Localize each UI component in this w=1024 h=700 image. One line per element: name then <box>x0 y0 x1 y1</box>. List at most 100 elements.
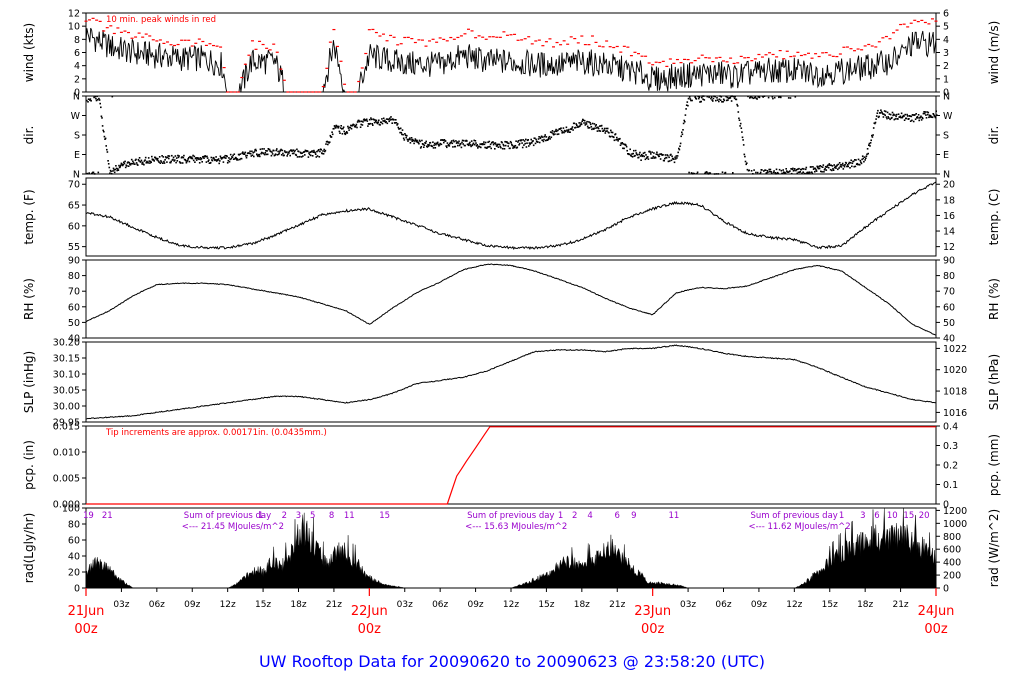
temp-ytick-right-label: 12 <box>943 242 955 253</box>
dir-point <box>265 150 267 152</box>
dir-point <box>258 153 260 156</box>
dir-point <box>832 169 835 171</box>
dir-point <box>810 166 812 168</box>
dir-point <box>193 155 196 158</box>
dir-point <box>132 160 134 163</box>
dir-point <box>97 171 100 174</box>
dir-point <box>395 122 398 124</box>
dir-point <box>233 153 236 155</box>
dir-point <box>645 157 648 159</box>
dir-point <box>744 155 746 158</box>
dir-point <box>288 150 291 152</box>
dir-point <box>837 163 840 166</box>
dir-point <box>687 97 690 100</box>
dir-point <box>573 122 576 125</box>
dir-point <box>563 129 566 132</box>
dir-point <box>470 140 473 142</box>
dir-point <box>889 118 891 121</box>
time-tick-label: 21z <box>892 600 908 610</box>
dir-point <box>469 141 471 144</box>
dir-point <box>455 142 458 144</box>
dir-point <box>517 140 520 142</box>
dir-point <box>412 138 414 141</box>
dir-point <box>464 144 466 147</box>
dir-point <box>704 172 706 175</box>
dir-point <box>905 117 908 120</box>
wind-ytick-left-label: 10 <box>68 22 80 33</box>
dir-point <box>582 119 585 121</box>
dir-point <box>862 157 865 160</box>
dir-point <box>633 149 635 152</box>
dir-point <box>389 119 392 121</box>
dir-point <box>280 148 282 151</box>
dir-point <box>525 146 528 148</box>
dir-point <box>140 159 143 162</box>
dir-point <box>483 141 485 143</box>
dir-point <box>634 154 636 157</box>
dir-point <box>101 117 103 119</box>
dir-point <box>924 111 927 113</box>
dir-point <box>818 165 820 168</box>
slp-ytick-right-label: 1018 <box>943 387 967 398</box>
rad-ytick-left-label: 80 <box>68 520 80 531</box>
dir-point <box>804 172 806 175</box>
dir-point <box>673 161 676 164</box>
rad-top-hour-label: 1 <box>258 511 263 521</box>
dir-point <box>339 127 342 129</box>
dir-point <box>466 140 468 142</box>
pcp-ytick-right-label: 0.3 <box>943 441 958 452</box>
dir-point <box>664 157 666 160</box>
dir-point <box>322 153 325 155</box>
dir-point <box>914 118 917 120</box>
dir-point <box>674 156 676 159</box>
dir-point <box>301 152 304 154</box>
dir-point <box>355 123 358 126</box>
dir-point <box>668 156 670 159</box>
dir-point <box>736 103 738 106</box>
dir-point <box>906 113 908 116</box>
dir-point <box>605 127 608 130</box>
dir-point <box>94 95 97 98</box>
dir-point <box>783 171 785 173</box>
dir-point <box>93 173 96 175</box>
dir-point <box>733 97 736 100</box>
dir-point <box>361 124 364 126</box>
dir-point <box>658 155 661 157</box>
dir-point <box>200 158 202 161</box>
dir-point <box>446 142 449 144</box>
rad-top-hour-label: 4 <box>587 511 592 521</box>
dir-point <box>781 172 784 175</box>
dir-point <box>809 171 811 174</box>
dir-point <box>588 127 591 129</box>
rad-top-hour-label: 6 <box>615 511 620 521</box>
dir-point <box>531 142 533 144</box>
dir-point <box>566 129 568 131</box>
dir-point <box>915 113 917 115</box>
dir-point <box>778 168 781 171</box>
dir-point <box>114 168 117 171</box>
dir-point <box>457 144 459 147</box>
dir-point <box>242 151 244 153</box>
dir-point <box>936 114 938 116</box>
dir-point <box>508 142 510 145</box>
dir-point <box>637 156 640 159</box>
dir-point <box>141 161 144 164</box>
dir-point <box>295 154 298 156</box>
dir-point <box>552 133 555 136</box>
dir-point <box>321 152 324 155</box>
dir-point <box>821 166 824 168</box>
dir-point <box>820 170 822 173</box>
time-tick-label: 18z <box>857 600 873 610</box>
dir-point <box>834 166 836 169</box>
dir-point <box>530 138 532 141</box>
dir-point <box>412 139 415 142</box>
dir-point <box>409 137 411 139</box>
dir-point <box>334 127 337 129</box>
dir-point <box>500 146 502 149</box>
dir-point <box>120 164 122 167</box>
dir-point <box>827 164 829 166</box>
dir-point <box>724 171 727 174</box>
dir-point <box>370 117 372 119</box>
dir-point <box>299 155 301 158</box>
dir-point <box>151 155 153 158</box>
